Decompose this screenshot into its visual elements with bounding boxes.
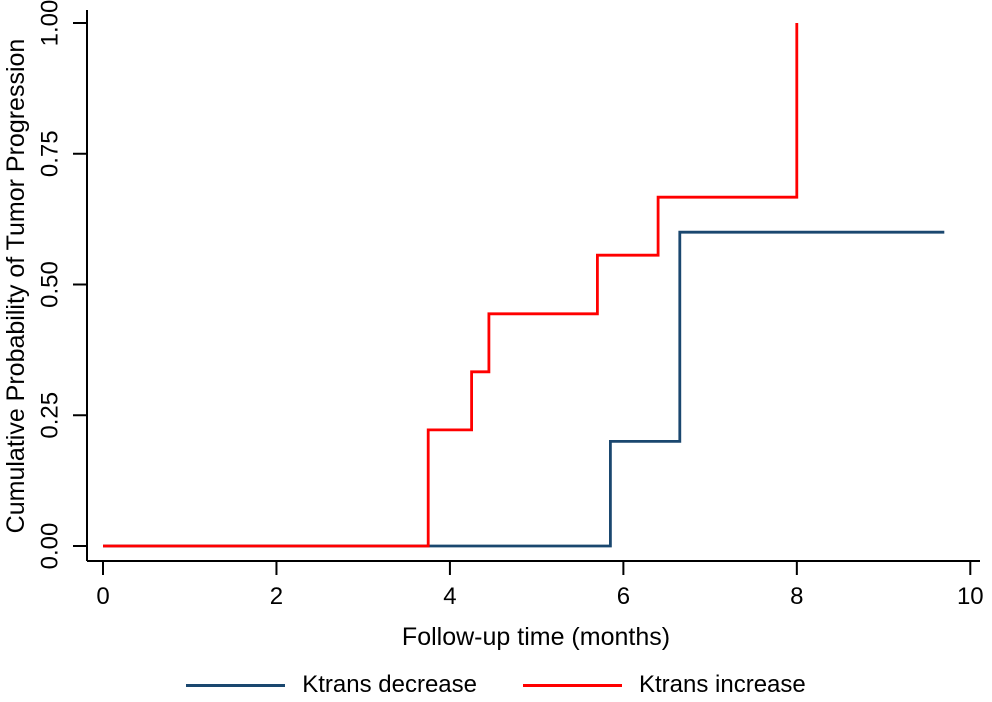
series-line-ktrans-increase <box>103 23 799 548</box>
legend-label: Ktrans decrease <box>302 671 477 698</box>
x-tick-label: 2 <box>270 583 283 610</box>
chart-legend: Ktrans decrease Ktrans increase <box>0 668 992 702</box>
ktrans-increase-line-swatch <box>523 683 622 687</box>
y-tick-label: 0.25 <box>36 392 63 439</box>
y-tick-label: 0.75 <box>36 130 63 177</box>
legend-label: Ktrans increase <box>639 671 806 698</box>
ticks-group: 0 2 4 6 8 10 0.00 0.25 0.50 0.75 1.00 <box>36 0 983 610</box>
x-tick-label: 0 <box>96 583 109 610</box>
y-axis-title: Cumulative Probability of Tumor Progress… <box>2 39 30 534</box>
y-tick-label: 1.00 <box>36 0 63 46</box>
y-tick-label: 0.50 <box>36 261 63 308</box>
y-tick-label: 0.00 <box>36 523 63 570</box>
x-axis-title: Follow-up time (months) <box>402 623 670 651</box>
ktrans-decrease-line-swatch <box>186 683 286 687</box>
series-group <box>103 23 945 548</box>
legend-item-ktrans-decrease: Ktrans decrease <box>186 671 477 699</box>
x-tick-label: 10 <box>957 583 984 610</box>
axes-group <box>86 10 980 562</box>
x-tick-label: 4 <box>443 583 456 610</box>
x-tick-label: 8 <box>790 583 803 610</box>
legend-item-ktrans-increase: Ktrans increase <box>523 671 806 699</box>
series-line-ktrans-decrease <box>103 230 945 548</box>
x-tick-label: 6 <box>617 583 630 610</box>
